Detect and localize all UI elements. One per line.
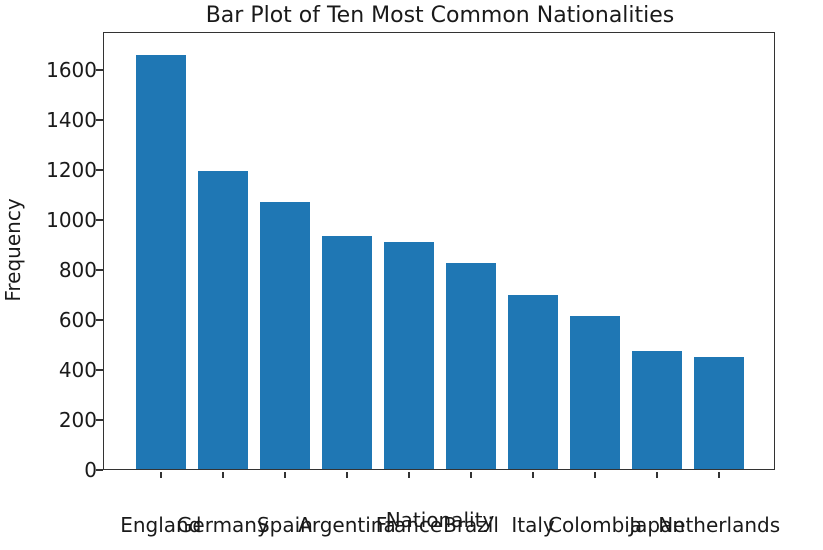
x-tick-label-france: France: [375, 513, 443, 537]
x-tick-mark: [222, 471, 224, 478]
x-tick-mark: [718, 471, 720, 478]
bar-brazil: [446, 263, 496, 470]
y-tick-label: 800: [58, 258, 97, 282]
x-tick-label-argentina: Argentina: [298, 513, 396, 537]
x-tick-mark: [160, 471, 162, 478]
bar-italy: [508, 294, 558, 470]
y-tick-mark: [96, 469, 104, 471]
y-tick-label: 0: [84, 458, 97, 482]
x-tick-label-japan: Japan: [629, 513, 686, 537]
x-axis-label: Nationality: [385, 508, 495, 532]
x-tick-mark: [532, 471, 534, 478]
y-tick-mark: [96, 269, 104, 271]
x-tick-mark: [346, 471, 348, 478]
x-tick-mark: [284, 471, 286, 478]
bar-france: [384, 241, 434, 470]
y-tick-mark: [96, 119, 104, 121]
y-tick-mark: [96, 319, 104, 321]
y-tick-mark: [96, 369, 104, 371]
y-tick-label: 400: [58, 358, 97, 382]
y-tick-mark: [96, 169, 104, 171]
x-tick-mark: [594, 471, 596, 478]
y-tick-mark: [96, 419, 104, 421]
y-tick-label: 1600: [46, 58, 97, 82]
bar-colombia: [570, 315, 620, 470]
bar-netherlands: [694, 356, 744, 470]
x-tick-label-england: England: [120, 513, 202, 537]
x-tick-label-germany: Germany: [176, 513, 269, 537]
bar-spain: [260, 202, 310, 470]
y-axis-label: Frequency: [1, 198, 25, 302]
bar-germany: [198, 170, 248, 470]
y-tick-label: 1400: [46, 108, 97, 132]
plot-area: 0 200 400 600 800 1000 1200 1400 1600 England Germ…: [46, 34, 780, 537]
y-tick-mark: [96, 219, 104, 221]
bar-argentina: [322, 235, 372, 470]
x-tick-label-spain: Spain: [256, 513, 313, 537]
y-tick-mark: [96, 69, 104, 71]
y-tick-label: 600: [58, 308, 97, 332]
x-tick-label-netherlands: Netherlands: [658, 513, 781, 537]
x-tick-mark: [470, 471, 472, 478]
chart-title: Bar Plot of Ten Most Common Nationalitie…: [205, 3, 675, 28]
x-tick-mark: [656, 471, 658, 478]
x-tick-label-italy: Italy: [511, 513, 555, 537]
x-tick-label-brazil: Brazil: [443, 513, 499, 537]
y-tick-label: 1200: [46, 158, 97, 182]
y-tick-label: 1000: [46, 208, 97, 232]
bar-japan: [632, 350, 682, 470]
bar-england: [136, 54, 186, 470]
y-tick-label: 200: [58, 408, 97, 432]
x-tick-mark: [408, 471, 410, 478]
x-tick-label-colombia: Colombia: [548, 513, 643, 537]
